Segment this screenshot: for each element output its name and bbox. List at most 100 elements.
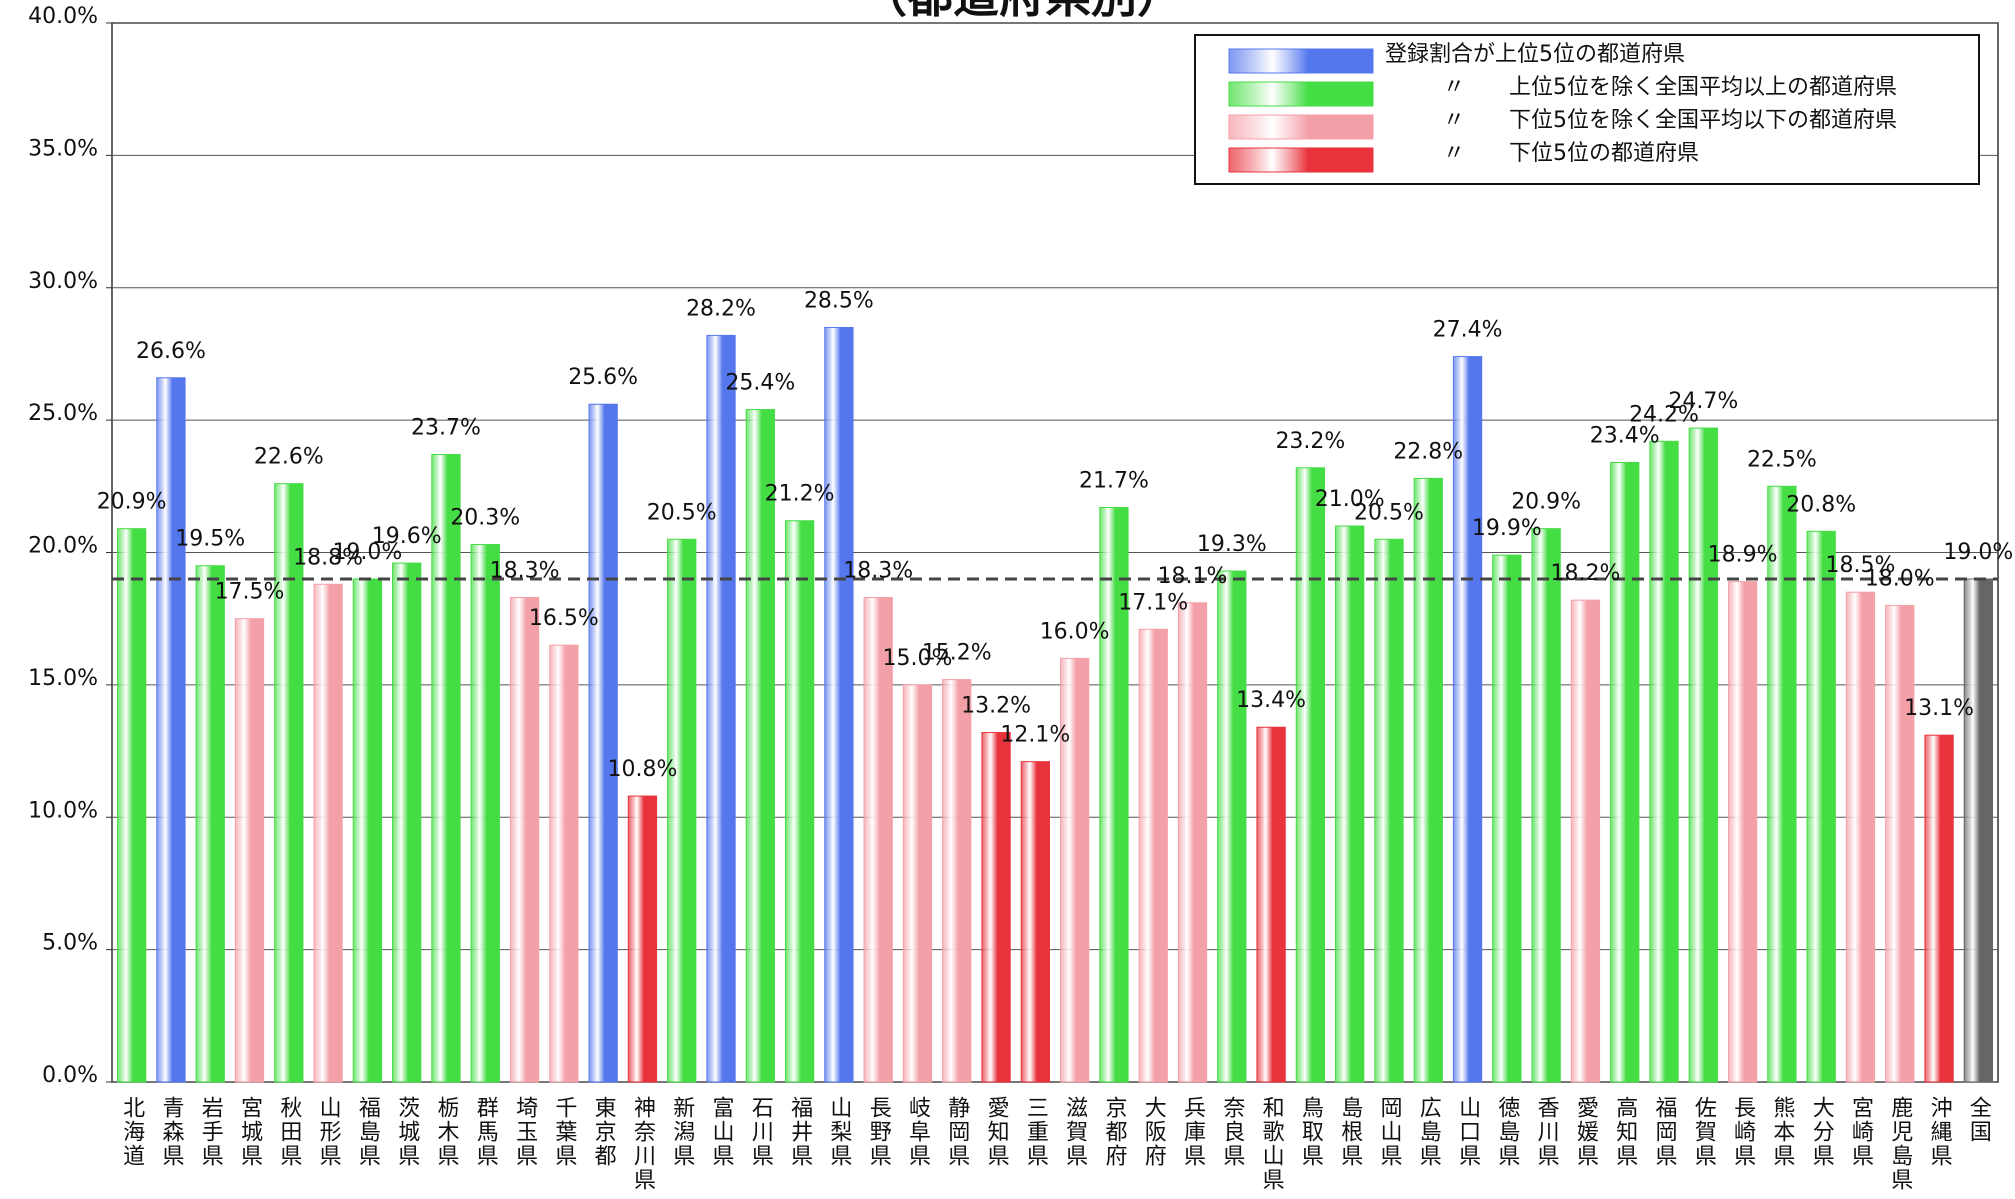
value-label: 20.9%: [97, 490, 167, 515]
value-label: 26.6%: [136, 339, 206, 364]
bar: [588, 403, 618, 1083]
x-tick-label: 福井県: [787, 1096, 813, 1168]
value-label: 18.1%: [1158, 564, 1228, 589]
bar: [627, 795, 658, 1083]
value-label: 17.1%: [1118, 590, 1188, 615]
value-label: 24.2%: [1629, 402, 1699, 427]
value-label: 16.5%: [529, 606, 599, 631]
x-tick-label: 岩手県: [198, 1096, 224, 1168]
value-label: 21.0%: [1315, 487, 1385, 512]
value-label: 21.2%: [765, 482, 835, 507]
bar: [549, 644, 579, 1083]
x-tick-label: 愛知県: [984, 1096, 1010, 1168]
bar: [392, 562, 422, 1083]
value-label: 18.3%: [490, 559, 560, 584]
bar: [1649, 440, 1679, 1083]
value-label: 23.4%: [1590, 423, 1660, 448]
y-tick-label: 25.0%: [28, 401, 98, 426]
value-label: 18.3%: [843, 559, 913, 584]
y-tick-label: 10.0%: [28, 798, 98, 823]
bar: [1217, 570, 1247, 1083]
legend-swatch: [1228, 48, 1374, 74]
y-tick-label: 0.0%: [42, 1063, 98, 1088]
x-tick-label: 新潟県: [669, 1096, 695, 1168]
legend-swatch: [1228, 81, 1374, 107]
bar: [1060, 657, 1090, 1083]
x-tick-label: 山梨県: [826, 1096, 852, 1168]
x-tick-label: 和歌山県: [1259, 1096, 1285, 1192]
x-tick-label: 大阪府: [1141, 1096, 1167, 1168]
x-tick-label: 広島県: [1416, 1096, 1442, 1168]
value-label: 12.1%: [1000, 723, 1070, 748]
value-label: 19.6%: [372, 524, 442, 549]
x-tick-label: 埼玉県: [512, 1096, 538, 1168]
value-label: 28.5%: [804, 288, 874, 313]
x-tick-label: 福島県: [355, 1096, 381, 1168]
y-tick-label: 20.0%: [28, 534, 98, 559]
bar: [1295, 467, 1326, 1083]
bar: [234, 618, 265, 1083]
value-label: 22.6%: [254, 445, 324, 470]
value-label: 19.5%: [175, 527, 245, 552]
bar: [863, 597, 893, 1083]
value-label: 19.9%: [1472, 516, 1542, 541]
bar: [1924, 734, 1954, 1083]
bar: [1885, 604, 1915, 1083]
x-tick-label: 宮崎県: [1848, 1096, 1874, 1168]
legend-label: 〃 下位5位を除く全国平均以下の都道府県: [1443, 108, 1897, 133]
value-label: 17.5%: [215, 580, 285, 605]
value-label: 16.0%: [1040, 619, 1110, 644]
value-label: 18.8%: [293, 545, 363, 570]
bar: [1374, 538, 1404, 1083]
value-label: 22.5%: [1747, 447, 1817, 472]
value-label: 15.0%: [883, 646, 953, 671]
bar: [1452, 356, 1483, 1083]
y-tick-label: 30.0%: [28, 269, 98, 294]
value-label: 28.2%: [686, 296, 756, 321]
x-tick-label: 全国: [1966, 1096, 1992, 1144]
value-label: 23.2%: [1275, 429, 1345, 454]
value-label: 20.5%: [1354, 500, 1424, 525]
bar: [902, 684, 933, 1083]
value-label: 20.5%: [647, 500, 717, 525]
x-tick-label: 東京都: [591, 1096, 617, 1168]
value-label: 20.9%: [1511, 490, 1581, 515]
x-tick-label: 青森県: [158, 1096, 184, 1168]
bar: [1963, 578, 1993, 1083]
x-tick-label: 山口県: [1455, 1096, 1481, 1168]
bar: [745, 409, 775, 1083]
x-tick-label: 栃木県: [433, 1096, 459, 1168]
x-tick-label: 長野県: [866, 1096, 892, 1168]
x-tick-label: 石川県: [748, 1096, 774, 1168]
value-label: 19.0%: [332, 540, 402, 565]
bar: [1688, 427, 1718, 1083]
bar: [981, 732, 1011, 1083]
x-tick-label: 宮城県: [237, 1096, 263, 1168]
x-tick-label: 高知県: [1612, 1096, 1638, 1168]
bar: [1020, 761, 1050, 1083]
bar: [431, 454, 461, 1083]
value-label: 24.7%: [1668, 389, 1738, 414]
bar: [942, 679, 972, 1083]
legend-label: 〃 上位5位を除く全国平均以上の都道府県: [1443, 75, 1897, 100]
x-tick-label: 千葉県: [551, 1096, 577, 1168]
x-tick-label: 茨城県: [394, 1096, 420, 1168]
chart-title: （都道府県別）: [861, 0, 1183, 23]
value-label: 15.2%: [922, 641, 992, 666]
bar: [195, 565, 225, 1083]
x-tick-label: 秋田県: [276, 1096, 302, 1168]
value-label: 19.0%: [1943, 540, 2013, 565]
bar: [117, 528, 147, 1083]
value-label: 18.9%: [1708, 543, 1778, 568]
x-tick-label: 香川県: [1534, 1096, 1560, 1168]
x-tick-label: 鳥取県: [1298, 1096, 1324, 1168]
x-tick-label: 神奈川県: [630, 1096, 656, 1192]
bar: [1492, 554, 1522, 1083]
legend-label: 登録割合が上位5位の都道府県: [1385, 42, 1685, 67]
value-label: 25.4%: [725, 371, 795, 396]
bar: [1138, 628, 1168, 1083]
bar: [1610, 461, 1640, 1083]
value-label: 13.4%: [1236, 688, 1306, 713]
legend-swatch: [1228, 147, 1374, 173]
